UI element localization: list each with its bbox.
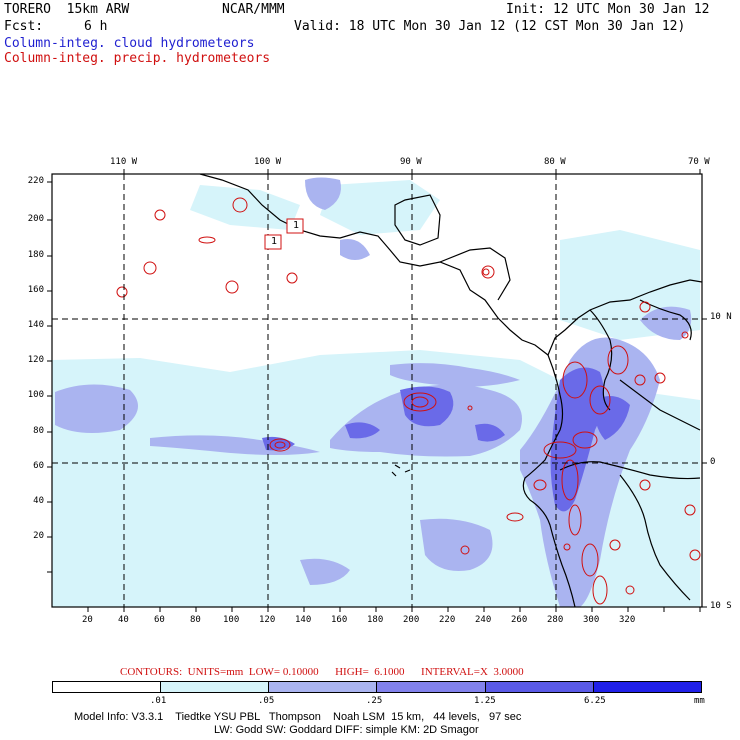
x-tick: 140 [295,615,312,625]
x-tick: 40 [118,615,129,625]
lon-label-100w: 100 W [254,157,282,167]
y-tick: 220 [27,176,44,186]
x-tick: 20 [82,615,93,625]
lon-label-70w: 70 W [688,157,710,167]
forecast-hour: 6 h [84,19,108,34]
legend-swatch [269,682,377,692]
forecast-label: Fcst: [4,19,44,34]
x-tick: 120 [259,615,276,625]
lon-label-90w: 90 W [400,157,422,167]
lat-label-eq: 0 [710,457,716,467]
station-boxes [264,218,304,250]
model-info-line1: Model Info: V3.3.1 Tiedtke YSU PBL Thomp… [74,711,522,723]
map-frame [51,173,703,608]
y-tick: 60 [33,461,44,471]
cloud-field-title: Column-integ. cloud hydrometeors [4,36,255,51]
legend-swatch [594,682,701,692]
legend-label: .25 [366,696,383,706]
x-tick: 240 [475,615,492,625]
tick-marks [47,169,707,612]
x-tick: 300 [583,615,600,625]
init-time: Init: 12 UTC Mon 30 Jan 12 [506,2,710,17]
precip-field-title: Column-integ. precip. hydrometeors [4,51,271,66]
x-tick: 260 [511,615,528,625]
y-tick: 20 [33,531,44,541]
y-tick: 120 [27,355,44,365]
model-title: TORERO 15km ARW [4,2,130,17]
x-tick: 200 [403,615,420,625]
color-legend [52,681,702,693]
legend-swatch [53,682,161,692]
x-tick: 80 [190,615,201,625]
lat-label-10s: 10 S [710,601,732,611]
org-label: NCAR/MMM [222,2,285,17]
valid-time: Valid: 18 UTC Mon 30 Jan 12 (12 CST Mon … [294,19,686,34]
legend-label: .05 [258,696,275,706]
lat-label-10n: 10 N [710,312,732,322]
x-tick: 320 [619,615,636,625]
legend-unit: mm [694,696,705,706]
y-tick: 200 [27,214,44,224]
y-tick: 100 [27,390,44,400]
y-tick: 180 [27,250,44,260]
precip-contours [116,197,701,605]
legend-label: .01 [150,696,167,706]
y-tick: 160 [27,285,44,295]
station-marker-2: 1 [293,220,300,231]
model-info-line2: LW: Godd SW: Goddard DIFF: simple KM: 2D… [214,724,479,736]
legend-swatch [377,682,486,692]
y-tick: 40 [33,496,44,506]
x-tick: 100 [223,615,240,625]
x-tick: 220 [439,615,456,625]
station-marker-1: 1 [271,236,278,247]
y-tick: 140 [27,320,44,330]
legend-swatch [161,682,269,692]
x-tick: 60 [154,615,165,625]
legend-label: 6.25 [584,696,606,706]
x-tick: 160 [331,615,348,625]
y-tick: 80 [33,426,44,436]
lon-label-110w: 110 W [110,157,138,167]
x-tick: 180 [367,615,384,625]
lon-label-80w: 80 W [544,157,566,167]
x-tick: 280 [547,615,564,625]
contour-info: CONTOURS: UNITS=mm LOW= 0.10000 HIGH= 6.… [120,666,524,678]
legend-swatch [486,682,594,692]
legend-label: 1.25 [474,696,496,706]
